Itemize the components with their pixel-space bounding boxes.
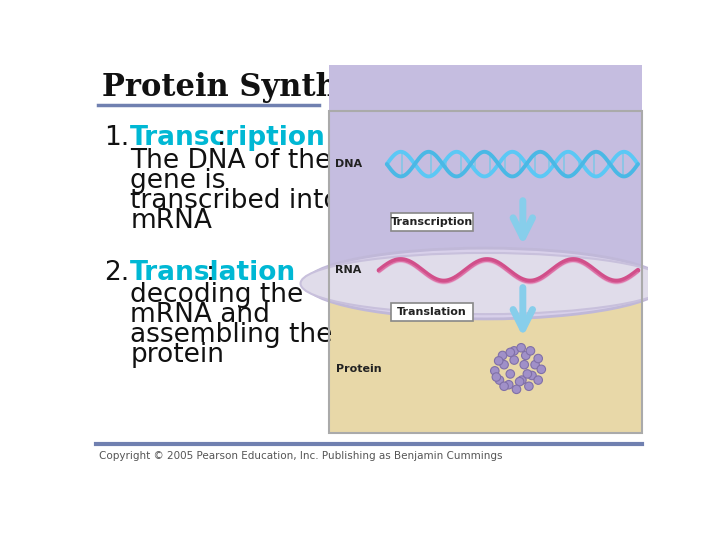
Bar bbox=[392, 213, 473, 231]
Circle shape bbox=[534, 376, 542, 384]
Text: Transcription: Transcription bbox=[391, 217, 473, 227]
Text: The DNA of the: The DNA of the bbox=[130, 148, 331, 174]
Circle shape bbox=[534, 354, 542, 363]
Text: 2.: 2. bbox=[104, 260, 129, 286]
Circle shape bbox=[523, 370, 531, 378]
Circle shape bbox=[492, 373, 500, 381]
Text: Protein: Protein bbox=[336, 363, 382, 374]
Circle shape bbox=[521, 351, 530, 360]
Text: Transcription: Transcription bbox=[130, 125, 326, 151]
Circle shape bbox=[518, 376, 526, 384]
Text: protein: protein bbox=[130, 342, 225, 368]
Circle shape bbox=[510, 356, 518, 364]
Text: 1.: 1. bbox=[104, 125, 129, 151]
Circle shape bbox=[506, 348, 515, 356]
Ellipse shape bbox=[300, 253, 670, 314]
Bar bbox=[329, 111, 642, 299]
Text: mRNA and: mRNA and bbox=[130, 302, 270, 328]
Circle shape bbox=[512, 385, 521, 394]
Text: Copyright © 2005 Pearson Education, Inc. Publishing as Benjamin Cummings: Copyright © 2005 Pearson Education, Inc.… bbox=[99, 451, 503, 461]
Text: :: : bbox=[217, 125, 226, 151]
Circle shape bbox=[537, 365, 546, 374]
Text: DNA: DNA bbox=[335, 159, 362, 169]
Circle shape bbox=[510, 347, 518, 355]
Text: decoding the: decoding the bbox=[130, 282, 304, 308]
Bar bbox=[329, 291, 642, 433]
Bar bbox=[329, 111, 642, 433]
Circle shape bbox=[495, 376, 504, 384]
Text: gene is: gene is bbox=[130, 168, 226, 194]
Circle shape bbox=[495, 356, 503, 365]
Circle shape bbox=[526, 347, 535, 355]
Circle shape bbox=[498, 351, 507, 360]
Circle shape bbox=[500, 382, 508, 390]
Bar bbox=[329, 111, 642, 433]
Text: RNA: RNA bbox=[335, 265, 361, 275]
Text: Translation: Translation bbox=[397, 307, 467, 317]
Circle shape bbox=[520, 361, 528, 369]
Text: transcribed into: transcribed into bbox=[130, 188, 340, 214]
Circle shape bbox=[528, 371, 536, 380]
Text: :: : bbox=[205, 260, 215, 286]
Circle shape bbox=[500, 361, 508, 369]
Circle shape bbox=[531, 361, 539, 369]
Circle shape bbox=[516, 377, 524, 386]
Bar bbox=[392, 303, 473, 321]
Bar bbox=[329, 0, 642, 303]
Circle shape bbox=[506, 370, 515, 378]
Text: Protein Synthesis is Two Steps:: Protein Synthesis is Two Steps: bbox=[102, 72, 636, 103]
Circle shape bbox=[505, 381, 513, 389]
Text: mRNA: mRNA bbox=[130, 208, 212, 234]
Circle shape bbox=[517, 343, 526, 352]
Circle shape bbox=[525, 382, 534, 390]
Circle shape bbox=[490, 367, 499, 375]
Text: Translation: Translation bbox=[130, 260, 297, 286]
Text: assembling the: assembling the bbox=[130, 322, 333, 348]
Ellipse shape bbox=[305, 248, 665, 319]
